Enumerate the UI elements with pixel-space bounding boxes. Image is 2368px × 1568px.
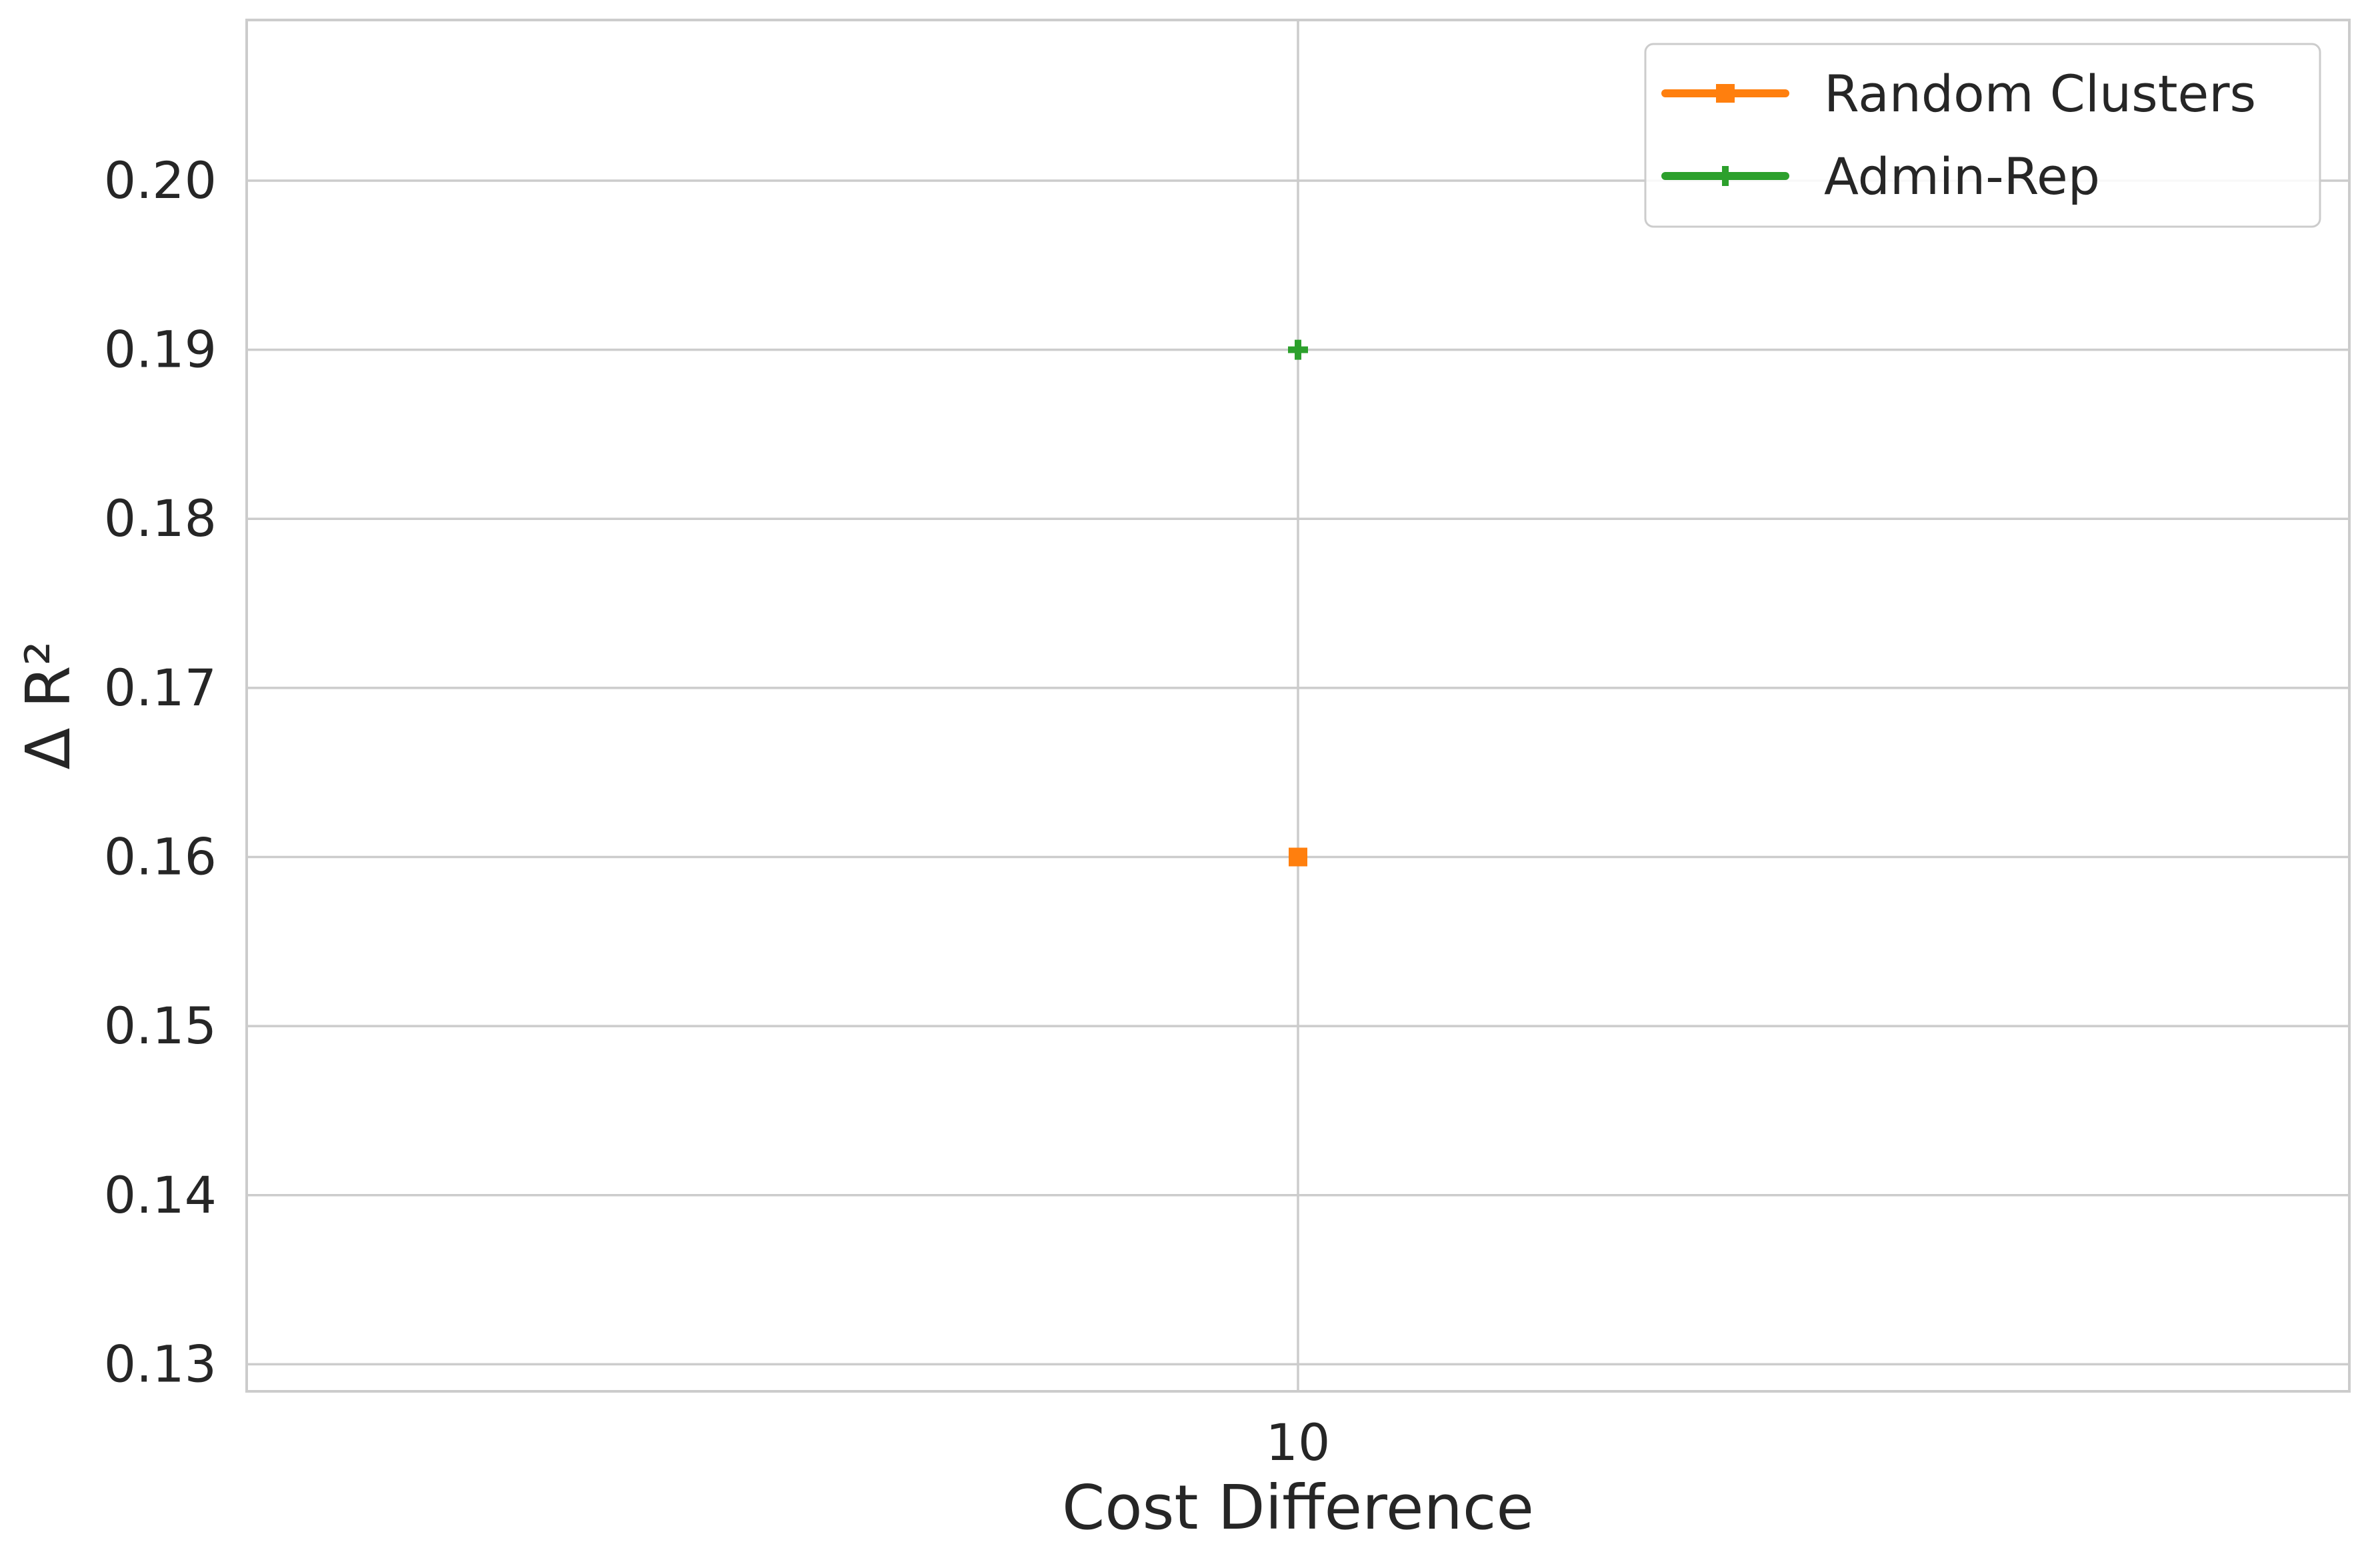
legend-frame	[1644, 43, 2321, 228]
grid	[247, 20, 2349, 1391]
data-point-plus	[1288, 339, 1308, 360]
legend-label: Admin-Rep	[1824, 147, 2100, 206]
plot-area-frame	[245, 19, 2351, 1393]
series-layer	[1288, 339, 1308, 867]
y-tick-label: 0.16	[104, 827, 217, 887]
legend-marker-plus	[1715, 166, 1735, 186]
legend-label: Random Clusters	[1824, 64, 2256, 123]
y-tick-label: 0.13	[104, 1334, 217, 1393]
y-axis-label: Δ R²	[13, 641, 84, 770]
y-axis-ticks: 0.13 0.14 0.15 0.16 0.17 0.18 0.19 0.20	[104, 151, 217, 1393]
legend-marker-square	[1716, 84, 1735, 103]
x-axis-label: Cost Difference	[1062, 1472, 1534, 1543]
data-point-square	[1289, 847, 1307, 867]
x-axis-ticks: 10	[1266, 1413, 1331, 1472]
x-tick-label: 10	[1266, 1413, 1331, 1472]
y-tick-label: 0.15	[104, 996, 217, 1055]
y-tick-label: 0.19	[104, 320, 217, 379]
y-tick-label: 0.18	[104, 489, 217, 548]
y-tick-label: 0.14	[104, 1165, 217, 1225]
legend: Random Clusters Admin-Rep	[1644, 43, 2321, 228]
y-tick-label: 0.17	[104, 658, 217, 717]
y-tick-label: 0.20	[104, 151, 217, 210]
